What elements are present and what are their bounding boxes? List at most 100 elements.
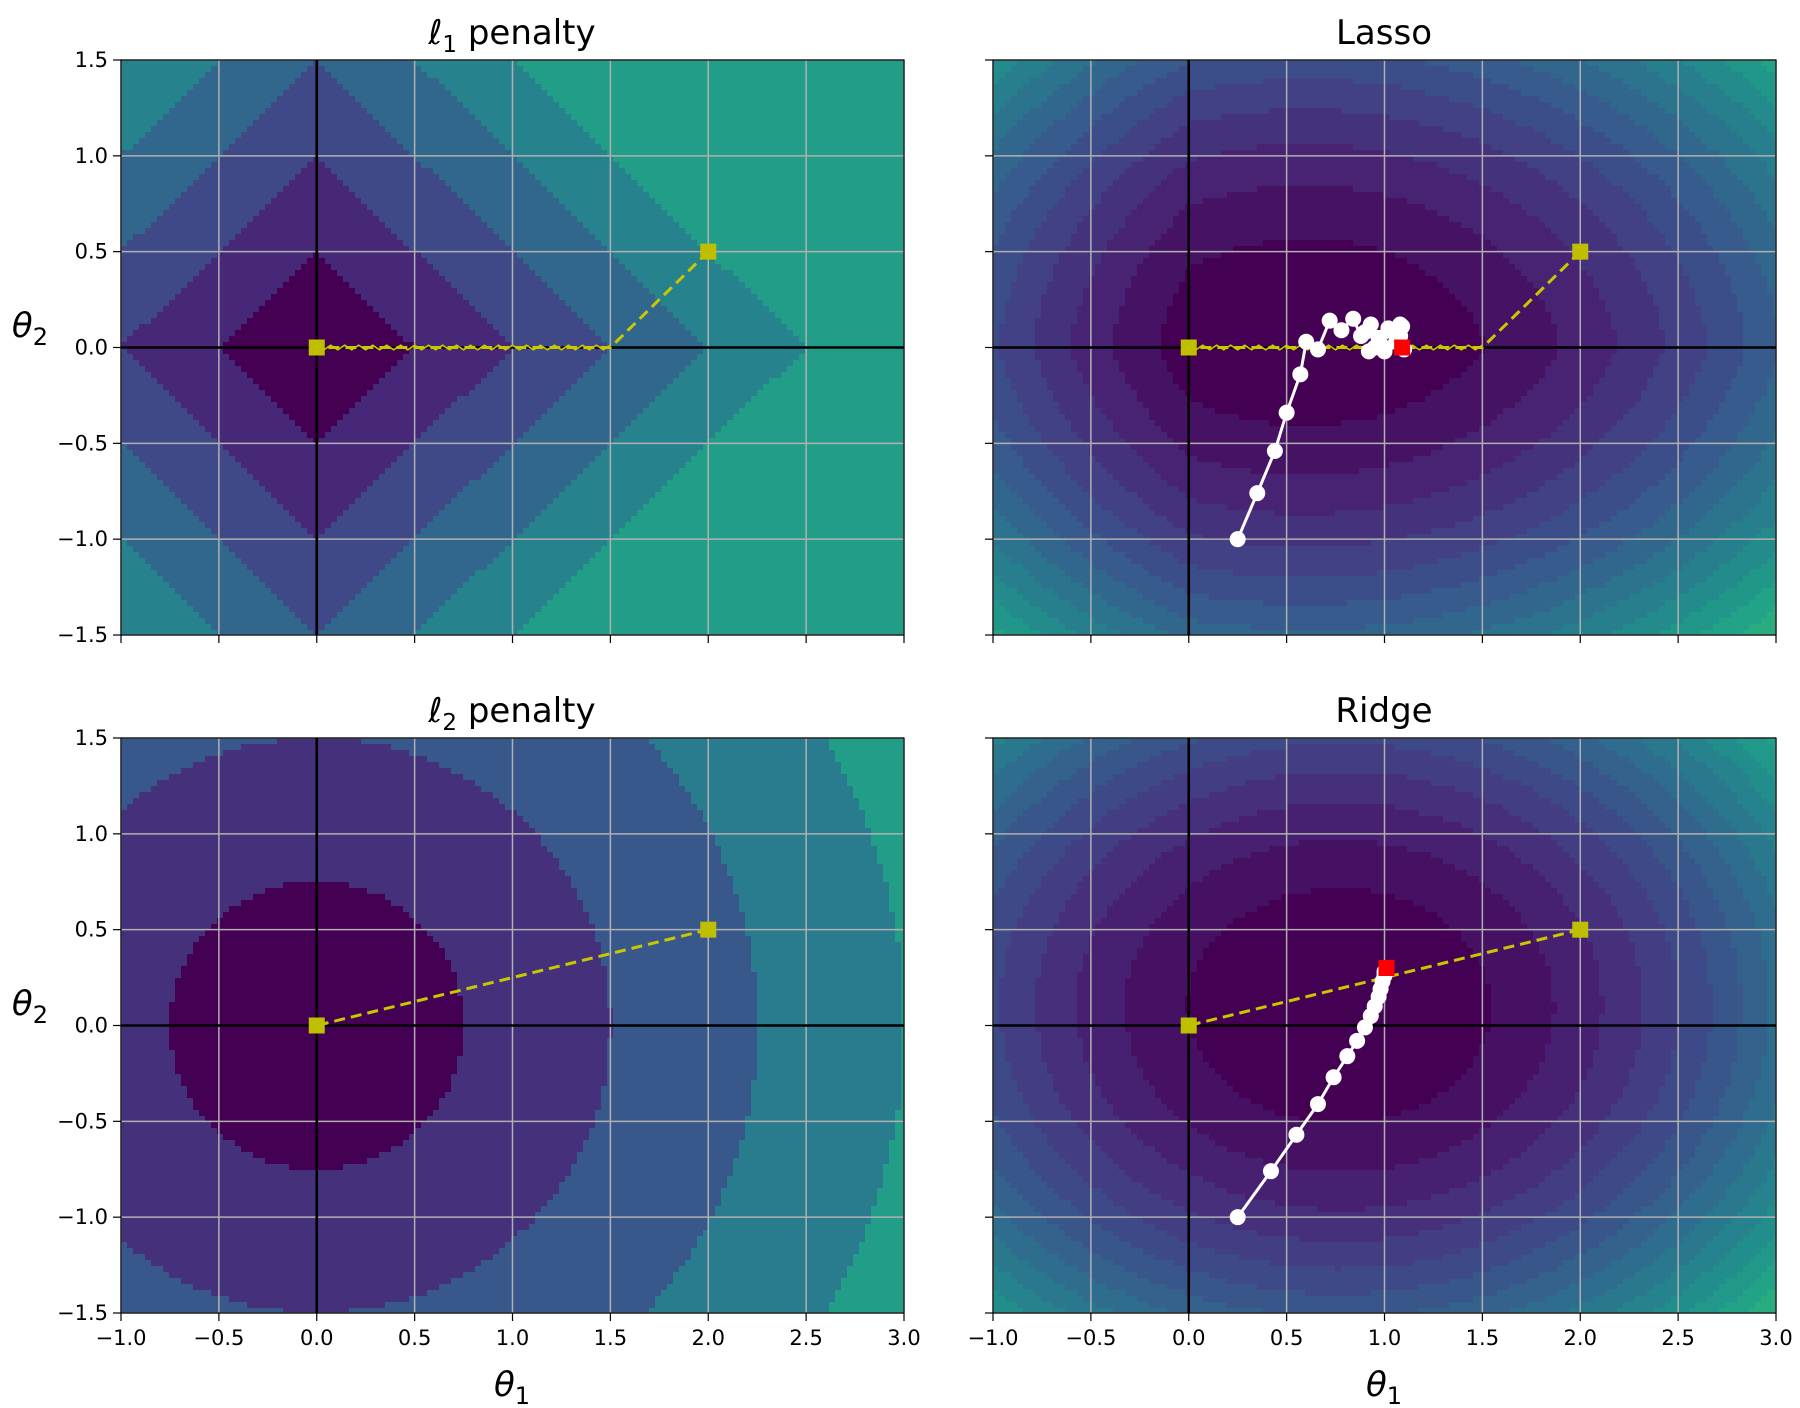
contour-cell <box>667 90 674 97</box>
contour-cell <box>769 156 776 163</box>
contour-cell <box>403 192 410 199</box>
contour-cell <box>625 270 632 277</box>
contour-cell <box>739 240 746 247</box>
contour-cell <box>295 270 302 277</box>
contour-cell <box>361 120 368 127</box>
contour-cell <box>601 72 608 79</box>
contour-cell <box>751 270 758 277</box>
contour-cell <box>295 102 302 109</box>
contour-cell <box>397 150 404 157</box>
contour-cell <box>445 114 452 121</box>
contour-cell <box>397 180 404 187</box>
contour-cell <box>721 264 728 271</box>
contour-cell <box>793 72 800 79</box>
contour-cell <box>361 102 368 109</box>
contour-cell <box>823 162 830 169</box>
contour-cell <box>721 186 728 193</box>
contour-cell <box>391 174 398 181</box>
contour-cell <box>751 210 758 217</box>
contour-cell <box>121 276 128 283</box>
contour-cell <box>763 204 770 211</box>
contour-cell <box>121 114 128 121</box>
contour-cell <box>853 120 860 127</box>
contour-cell <box>121 72 128 79</box>
contour-cell <box>235 144 242 151</box>
contour-cell <box>319 252 326 259</box>
contour-cell <box>613 132 620 139</box>
contour-cell <box>847 216 854 223</box>
contour-cell <box>235 282 242 289</box>
contour-cell <box>547 120 554 127</box>
contour-cell <box>325 276 332 283</box>
contour-cell <box>805 222 812 229</box>
contour-cell <box>331 186 338 193</box>
contour-cell <box>133 150 140 157</box>
contour-cell <box>241 186 248 193</box>
contour-cell <box>553 144 560 151</box>
contour-cell <box>193 108 200 115</box>
contour-cell <box>289 270 296 277</box>
contour-cell <box>865 102 872 109</box>
contour-cell <box>703 198 710 205</box>
contour-cell <box>217 156 224 163</box>
contour-cell <box>331 264 338 271</box>
contour-cell <box>481 282 488 289</box>
contour-cell <box>559 204 566 211</box>
contour-cell <box>595 156 602 163</box>
contour-cell <box>799 216 806 223</box>
contour-cell <box>379 156 386 163</box>
contour-cell <box>763 114 770 121</box>
contour-cell <box>409 216 416 223</box>
contour-cell <box>271 126 278 133</box>
contour-cell <box>277 66 284 73</box>
contour-cell <box>511 84 518 91</box>
contour-cell <box>823 90 830 97</box>
contour-cell <box>901 228 904 235</box>
contour-cell <box>895 168 902 175</box>
contour-cell <box>511 174 518 181</box>
contour-cell <box>589 150 596 157</box>
contour-cell <box>217 144 224 151</box>
contour-cell <box>475 186 482 193</box>
contour-cell <box>817 144 824 151</box>
contour-cell <box>751 114 758 121</box>
contour-cell <box>775 132 782 139</box>
contour-cell <box>709 78 716 85</box>
contour-cell <box>361 96 368 103</box>
contour-cell <box>655 162 662 169</box>
contour-cell <box>319 114 326 121</box>
contour-cell <box>463 228 470 235</box>
contour-cell <box>853 204 860 211</box>
contour-cell <box>841 198 848 205</box>
contour-cell <box>877 162 884 169</box>
contour-cell <box>727 156 734 163</box>
contour-cell <box>277 210 284 217</box>
contour-cell <box>391 222 398 229</box>
contour-cell <box>397 120 404 127</box>
contour-cell <box>223 144 230 151</box>
contour-cell <box>175 204 182 211</box>
contour-cell <box>601 168 608 175</box>
contour-cell <box>643 216 650 223</box>
contour-cell <box>733 198 740 205</box>
contour-cell <box>685 120 692 127</box>
contour-cell <box>181 234 188 241</box>
contour-cell <box>571 138 578 145</box>
contour-cell <box>379 192 386 199</box>
contour-cell <box>583 246 590 253</box>
contour-cell <box>163 66 170 73</box>
contour-cell <box>481 204 488 211</box>
contour-cell <box>163 276 170 283</box>
contour-cell <box>511 276 518 283</box>
contour-cell <box>205 168 212 175</box>
contour-cell <box>583 210 590 217</box>
contour-cell <box>355 240 362 247</box>
contour-cell <box>625 150 632 157</box>
contour-cell <box>433 60 440 67</box>
contour-cell <box>175 288 182 295</box>
contour-cell <box>169 84 176 91</box>
contour-cell <box>643 234 650 241</box>
contour-cell <box>247 162 254 169</box>
contour-cell <box>685 252 692 259</box>
contour-cell <box>571 108 578 115</box>
